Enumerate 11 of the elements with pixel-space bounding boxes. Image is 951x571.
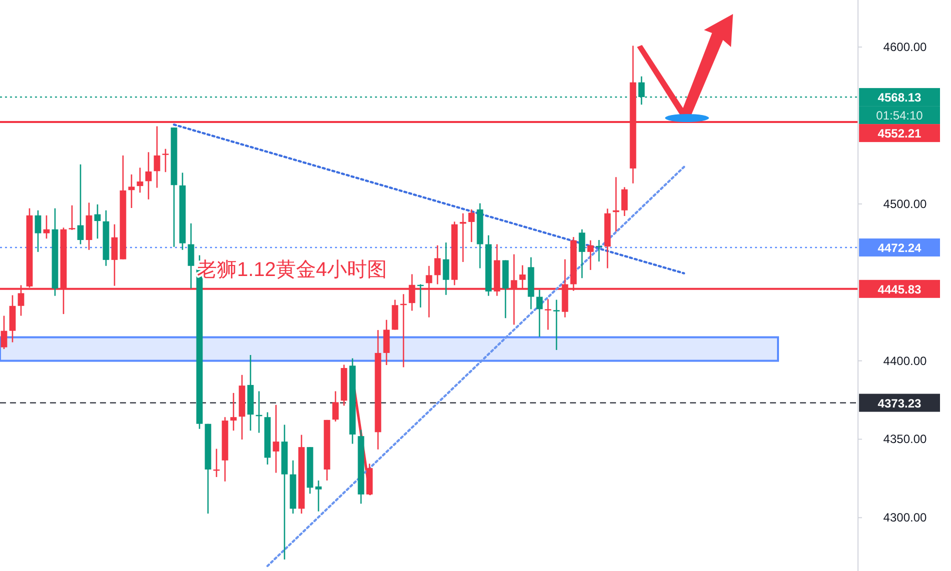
ref-line-label: 4373.23 [878, 396, 922, 410]
y-tick-label: 4600.00 [883, 40, 928, 54]
ref-line-label: 4552.21 [878, 126, 922, 141]
ref-line-label: 4568.13 [878, 90, 922, 105]
y-tick-label: 4300.00 [883, 510, 928, 525]
ref-line-label: 4445.83 [878, 282, 922, 296]
y-tick-label: 4350.00 [883, 432, 928, 446]
ref-line-label: 4472.24 [878, 240, 922, 255]
y-tick-label: 4400.00 [883, 354, 928, 368]
y-tick-label: 4500.00 [883, 196, 928, 211]
text: 01:54:10 [876, 108, 924, 123]
